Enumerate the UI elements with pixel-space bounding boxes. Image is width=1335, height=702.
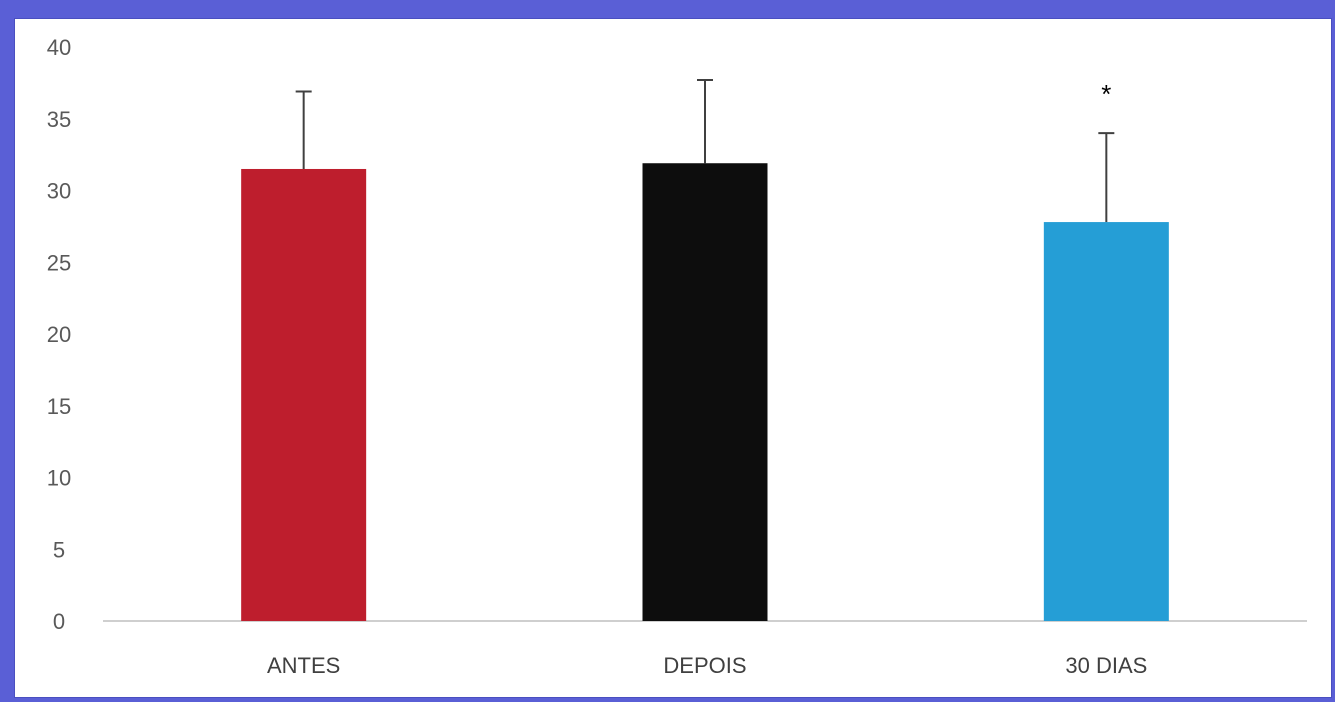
y-tick-label: 40	[47, 35, 71, 60]
y-tick-label: 15	[47, 394, 71, 419]
x-category-label: ANTES	[267, 653, 340, 678]
bar	[1043, 222, 1169, 621]
y-tick-label: 35	[47, 107, 71, 132]
y-tick-label: 10	[47, 466, 71, 491]
y-tick-label: 5	[53, 537, 65, 562]
y-tick-label: 20	[47, 322, 71, 347]
x-category-label: DEPOIS	[663, 653, 746, 678]
chart-panel: 0 5 10 15 20 25 30 35 40 ANTES DEPOIS 30 DIAS *	[14, 18, 1332, 698]
y-tick-label: 25	[47, 250, 71, 275]
bar	[241, 168, 367, 621]
bar-chart: 0 5 10 15 20 25 30 35 40 ANTES DEPOIS 30 DIAS *	[47, 35, 1307, 678]
x-category-label: 30 DIAS	[1065, 653, 1147, 678]
significance-marker: *	[1101, 79, 1111, 109]
bar	[642, 163, 768, 622]
y-tick-label: 0	[53, 609, 65, 634]
y-tick-label: 30	[47, 179, 71, 204]
